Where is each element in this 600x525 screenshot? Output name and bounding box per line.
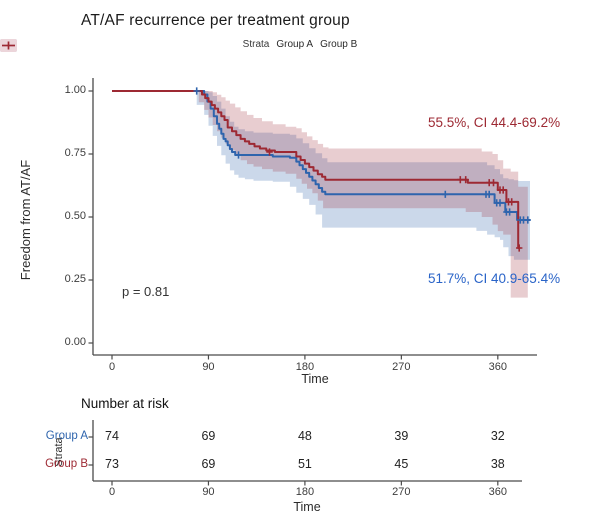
risk-count-value: 74 <box>105 429 119 443</box>
y-tick-label: 0.50 <box>64 210 86 222</box>
y-tick-label: 0.75 <box>64 147 86 159</box>
censor-mark-icon <box>496 199 504 207</box>
risk-row-label-group-b: Group B <box>45 458 88 470</box>
y-axis-label: Freedom from AT/AF <box>18 159 33 281</box>
survival-curve-group-a <box>112 90 530 221</box>
risk-count-value: 73 <box>105 457 119 471</box>
x-tick-label: 180 <box>295 361 315 373</box>
censor-mark-icon <box>500 186 507 194</box>
censor-mark-icon <box>506 208 513 216</box>
y-tick-label: 0.25 <box>64 273 86 285</box>
x-axis-label: Time <box>301 372 329 386</box>
risk-count-value: 38 <box>490 457 505 471</box>
risk-x-tick-label: 270 <box>392 486 411 498</box>
censor-mark-icon <box>524 216 531 224</box>
risk-table-x-axis-label: Time <box>293 500 321 514</box>
censor-mark-icon <box>508 198 515 206</box>
x-tick-label: 90 <box>202 361 215 373</box>
censor-mark-icon <box>442 190 449 198</box>
legend-entry-label: Group B <box>320 39 358 50</box>
group-a-estimate-annotation: 51.7%, CI 40.9-65.4% <box>428 271 561 286</box>
risk-count-value: 45 <box>394 457 409 471</box>
legend-entry-group-b: Group B <box>0 39 358 52</box>
risk-table-title: Number at risk <box>81 396 169 411</box>
censor-mark-icon <box>490 179 497 187</box>
censor-mark-icon <box>235 151 242 159</box>
censor-mark-icon <box>266 148 273 156</box>
chart-title: AT/AF recurrence per treatment group <box>81 12 350 29</box>
censor-mark-icon <box>516 244 523 252</box>
risk-count-value: 48 <box>297 429 312 443</box>
risk-x-tick-label: 360 <box>488 486 507 498</box>
censor-mark-icon <box>193 87 200 95</box>
legend-key-icon <box>0 39 17 52</box>
y-tick-label: 0.00 <box>64 336 86 348</box>
p-value-annotation: p = 0.81 <box>122 284 170 299</box>
survival-curve-group-b <box>112 90 521 249</box>
x-tick-label: 270 <box>392 361 411 373</box>
legend-entry-label: Group A <box>276 39 314 50</box>
x-tick-label: 0 <box>108 361 116 373</box>
risk-row-label-group-a: Group A <box>45 430 88 442</box>
censor-mark-icon <box>457 176 464 184</box>
risk-count-value: 69 <box>201 429 216 443</box>
ci-band-group-a <box>196 91 530 260</box>
censor-mark-icon <box>462 176 469 184</box>
risk-x-tick-label: 0 <box>108 486 116 498</box>
censor-mark-icon <box>486 190 493 198</box>
x-tick-label: 360 <box>488 361 507 373</box>
legend: Strata Group A Group B <box>0 39 600 52</box>
y-tick-label: 1.00 <box>64 84 86 96</box>
risk-x-tick-label: 90 <box>202 486 215 498</box>
risk-count-value: 39 <box>394 429 409 443</box>
legend-title: Strata <box>242 39 270 50</box>
risk-x-tick-label: 180 <box>295 486 315 498</box>
legend-entry-group-a: Group A <box>0 39 314 52</box>
group-b-estimate-annotation: 55.5%, CI 44.4-69.2% <box>428 115 561 130</box>
risk-count-value: 69 <box>201 457 216 471</box>
risk-count-value: 51 <box>297 457 312 471</box>
risk-count-value: 32 <box>490 429 505 443</box>
